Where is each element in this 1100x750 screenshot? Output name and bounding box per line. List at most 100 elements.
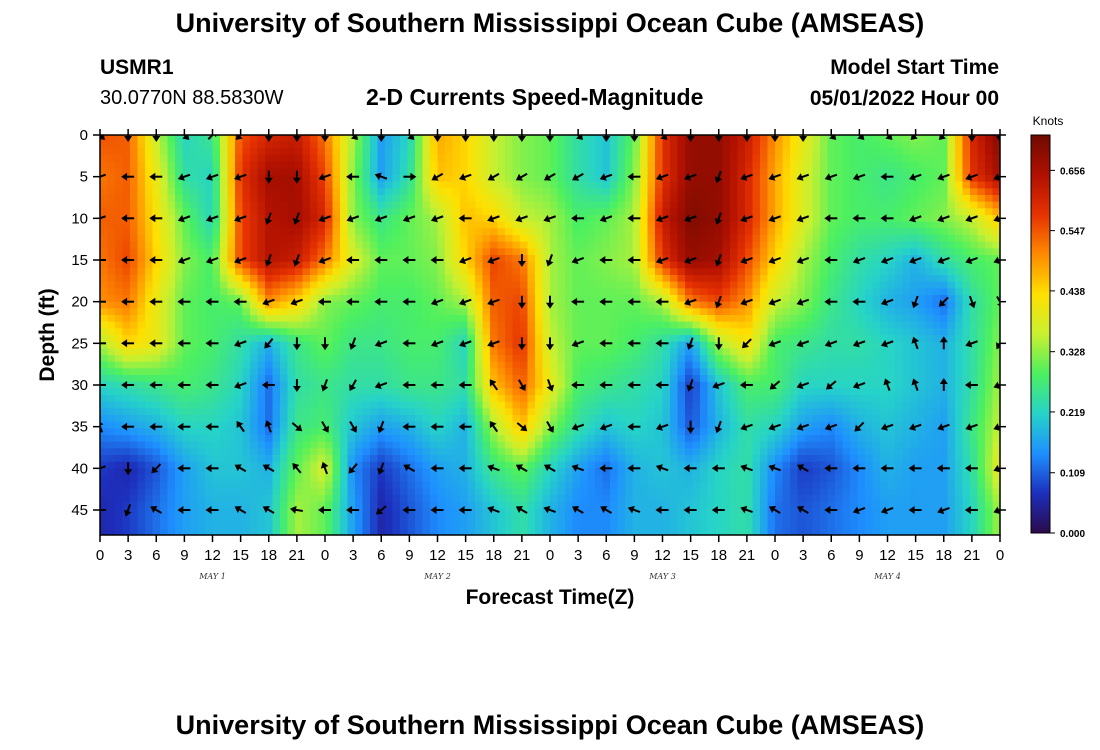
heatmap-cell (850, 395, 859, 403)
heatmap-cell (850, 248, 859, 256)
heatmap-cell (557, 248, 566, 256)
heatmap-cell (272, 295, 281, 303)
heatmap-cell (992, 248, 1000, 256)
heatmap-cell (820, 388, 829, 396)
heatmap-cell (887, 375, 896, 383)
heatmap-cell (812, 308, 821, 316)
heatmap-cell (475, 375, 484, 383)
heatmap-cell (775, 248, 784, 256)
heatmap-cell (580, 221, 589, 229)
heatmap-cell (317, 308, 326, 316)
heatmap-cell (572, 395, 581, 403)
heatmap-cell (302, 308, 311, 316)
heatmap-cell (220, 315, 229, 323)
heatmap-cell (872, 295, 881, 303)
heatmap-cell (730, 355, 739, 363)
heatmap-cell (445, 361, 454, 369)
heatmap-cell (212, 141, 221, 149)
heatmap-cell (467, 308, 476, 316)
heatmap-cell (820, 168, 829, 176)
heatmap-cell (782, 355, 791, 363)
heatmap-cell (302, 141, 311, 149)
heatmap-cell (475, 301, 484, 309)
heatmap-cell (362, 241, 371, 249)
heatmap-cell (737, 228, 746, 236)
heatmap-cell (737, 328, 746, 336)
heatmap-cell (377, 148, 386, 156)
heatmap-cell (767, 301, 776, 309)
heatmap-cell (940, 321, 949, 329)
heatmap-cell (632, 175, 641, 183)
heatmap-cell (317, 361, 326, 369)
heatmap-cell (107, 228, 116, 236)
heatmap-cell (827, 181, 836, 189)
heatmap-cell (572, 355, 581, 363)
heatmap-cell (730, 335, 739, 343)
heatmap-cell (865, 208, 874, 216)
heatmap-cell (707, 155, 716, 163)
heatmap-cell (362, 375, 371, 383)
heatmap-cell (595, 221, 604, 229)
heatmap-cell (752, 248, 761, 256)
heatmap-cell (925, 188, 934, 196)
heatmap-cell (640, 381, 649, 389)
heatmap-cell (662, 281, 671, 289)
heatmap-cell (745, 148, 754, 156)
heatmap-cell (640, 255, 649, 263)
heatmap-cell (797, 401, 806, 409)
heatmap-cell (625, 301, 634, 309)
heatmap-cell (347, 275, 356, 283)
heatmap-cell (325, 355, 334, 363)
heatmap-cell (887, 348, 896, 356)
heatmap-cell (902, 381, 911, 389)
heatmap-cell (137, 381, 146, 389)
heatmap-cell (520, 155, 529, 163)
heatmap-cell (895, 241, 904, 249)
heatmap-cell (272, 221, 281, 229)
heatmap-cell (220, 195, 229, 203)
heatmap-cell (467, 295, 476, 303)
heatmap-cell (797, 268, 806, 276)
heatmap-cell (857, 361, 866, 369)
heatmap-cell (542, 148, 551, 156)
heatmap-cell (835, 388, 844, 396)
heatmap-cell (497, 301, 506, 309)
heatmap-cell (505, 155, 514, 163)
heatmap-cell (505, 235, 514, 243)
heatmap-cell (850, 355, 859, 363)
heatmap-cell (527, 335, 536, 343)
heatmap-cell (295, 408, 304, 416)
heatmap-cell (872, 268, 881, 276)
heatmap-cell (835, 195, 844, 203)
heatmap-cell (745, 401, 754, 409)
heatmap-cell (242, 268, 251, 276)
heatmap-cell (490, 261, 499, 269)
heatmap-cell (445, 275, 454, 283)
heatmap-cell (107, 401, 116, 409)
heatmap-cell (557, 195, 566, 203)
heatmap-cell (955, 221, 964, 229)
heatmap-cell (317, 335, 326, 343)
heatmap-cell (370, 195, 379, 203)
heatmap-cell (152, 341, 161, 349)
heatmap-cell (602, 155, 611, 163)
heatmap-cell (625, 195, 634, 203)
heatmap-cell (812, 281, 821, 289)
heatmap-cell (865, 295, 874, 303)
heatmap-cell (700, 395, 709, 403)
heatmap-cell (887, 288, 896, 296)
heatmap-cell (902, 241, 911, 249)
heatmap-cell (625, 348, 634, 356)
heatmap-cell (947, 235, 956, 243)
heatmap-cell (190, 141, 199, 149)
heatmap-cell (130, 268, 139, 276)
heatmap-cell (497, 341, 506, 349)
heatmap-cell (407, 248, 416, 256)
heatmap-cell (670, 168, 679, 176)
heatmap-cell (790, 241, 799, 249)
heatmap-cell (257, 141, 266, 149)
heatmap-cell (415, 161, 424, 169)
heatmap-cell (925, 361, 934, 369)
heatmap-cell (917, 208, 926, 216)
heatmap-cell (640, 268, 649, 276)
